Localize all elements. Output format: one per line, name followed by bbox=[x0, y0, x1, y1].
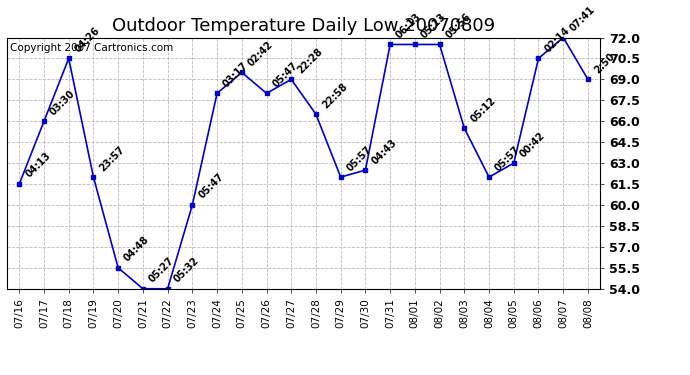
Text: 05:27: 05:27 bbox=[147, 256, 176, 285]
Text: 03:17: 03:17 bbox=[221, 60, 250, 89]
Text: 05:13: 05:13 bbox=[419, 11, 448, 40]
Text: 05:12: 05:12 bbox=[469, 95, 497, 124]
Text: 04:26: 04:26 bbox=[73, 25, 102, 54]
Text: 02:14: 02:14 bbox=[542, 25, 571, 54]
Text: 23:57: 23:57 bbox=[97, 144, 126, 173]
Text: 05:56: 05:56 bbox=[444, 11, 473, 40]
Text: 04:43: 04:43 bbox=[370, 137, 399, 166]
Text: 04:13: 04:13 bbox=[23, 151, 52, 180]
Text: 07:41: 07:41 bbox=[567, 4, 596, 33]
Text: 22:28: 22:28 bbox=[295, 46, 324, 75]
Text: 05:57: 05:57 bbox=[493, 144, 522, 173]
Title: Outdoor Temperature Daily Low 20070809: Outdoor Temperature Daily Low 20070809 bbox=[112, 16, 495, 34]
Text: 05:32: 05:32 bbox=[172, 256, 201, 285]
Text: 06:13: 06:13 bbox=[394, 11, 423, 40]
Text: 05:57: 05:57 bbox=[345, 144, 374, 173]
Text: 05:47: 05:47 bbox=[270, 60, 299, 89]
Text: 05:47: 05:47 bbox=[197, 172, 226, 201]
Text: 04:48: 04:48 bbox=[122, 235, 151, 264]
Text: 22:58: 22:58 bbox=[320, 81, 349, 110]
Text: 02:42: 02:42 bbox=[246, 39, 275, 68]
Text: 03:30: 03:30 bbox=[48, 88, 77, 117]
Text: 2:50: 2:50 bbox=[592, 51, 616, 75]
Text: 00:42: 00:42 bbox=[518, 130, 547, 159]
Text: Copyright 2007 Cartronics.com: Copyright 2007 Cartronics.com bbox=[10, 42, 173, 52]
